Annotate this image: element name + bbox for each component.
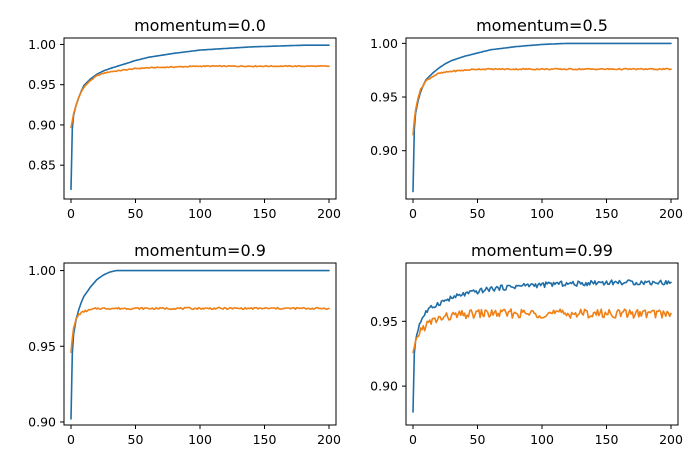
y-tick-label: 0.90 <box>28 117 56 132</box>
y-tick-label: 1.00 <box>28 37 56 52</box>
x-tick-label: 200 <box>317 432 341 447</box>
axes-frame <box>63 37 337 200</box>
x-tick-label: 100 <box>188 432 212 447</box>
train-series-line <box>412 279 672 413</box>
x-tick-label: 150 <box>595 206 619 221</box>
x-tick-label: 200 <box>659 206 683 221</box>
x-tick-label: 200 <box>317 206 341 221</box>
axes-frame <box>63 262 337 426</box>
panel-momentum-0-5: momentum=0.5 0 50 100 150 200 0.90 0.95 1.00 <box>370 16 683 221</box>
x-tick-label: 50 <box>470 206 486 221</box>
x-tick-label: 50 <box>128 206 144 221</box>
axes-frame <box>405 262 679 426</box>
x-tick-label: 100 <box>530 432 554 447</box>
y-tick-label: 0.85 <box>28 158 56 173</box>
val-series-line <box>70 306 330 354</box>
x-tick-label: 50 <box>470 432 486 447</box>
x-tick-label: 0 <box>409 432 417 447</box>
x-tick-label: 0 <box>67 206 75 221</box>
y-tick-label: 1.00 <box>370 36 398 51</box>
x-tick-label: 50 <box>128 432 144 447</box>
x-tick-label: 0 <box>409 206 417 221</box>
x-tick-label: 100 <box>188 206 212 221</box>
x-tick-label: 200 <box>659 432 683 447</box>
train-series-line <box>70 44 330 191</box>
val-series-line <box>412 67 672 136</box>
y-tick-label: 0.90 <box>370 379 398 394</box>
train-series-line <box>412 42 672 193</box>
val-series-line <box>412 308 672 354</box>
y-tick-label: 0.90 <box>28 414 56 429</box>
x-tick-label: 150 <box>253 432 277 447</box>
panel-title: momentum=0.99 <box>471 241 613 260</box>
y-tick-label: 0.95 <box>28 77 56 92</box>
panel-title: momentum=0.5 <box>476 16 608 35</box>
panel-title: momentum=0.0 <box>134 16 266 35</box>
panel-momentum-0-99: momentum=0.99 0 50 100 150 200 0.90 0.95 <box>370 241 683 447</box>
panel-momentum-0-9: momentum=0.9 0 50 100 150 200 0.90 0.95 1.00 <box>28 241 341 447</box>
train-series-line <box>70 269 330 420</box>
panel-momentum-0: momentum=0.0 0 50 100 150 200 0.85 0.90 0.95 1.00 <box>28 16 341 221</box>
val-series-line <box>70 64 330 129</box>
x-tick-label: 100 <box>530 206 554 221</box>
y-tick-label: 0.90 <box>370 143 398 158</box>
y-tick-label: 1.00 <box>28 263 56 278</box>
x-tick-label: 0 <box>67 432 75 447</box>
y-tick-label: 0.95 <box>370 90 398 105</box>
y-tick-label: 0.95 <box>28 339 56 354</box>
panel-title: momentum=0.9 <box>134 241 266 260</box>
y-tick-label: 0.95 <box>370 314 398 329</box>
x-tick-label: 150 <box>253 206 277 221</box>
x-tick-label: 150 <box>595 432 619 447</box>
